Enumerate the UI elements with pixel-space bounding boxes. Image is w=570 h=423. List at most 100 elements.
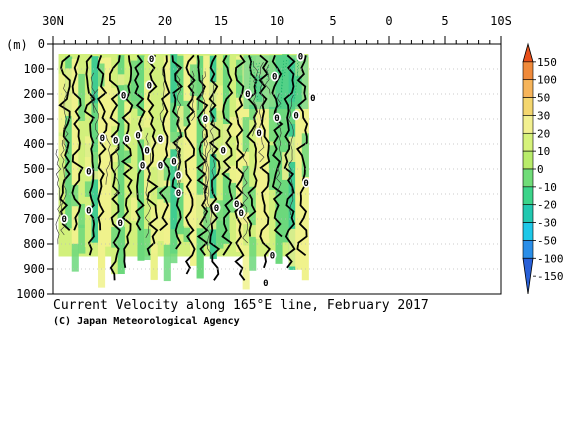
zero-label-bg	[201, 114, 210, 124]
velocity-band	[170, 54, 178, 254]
zero-label-bg	[138, 160, 147, 171]
colorbar-swatch	[522, 222, 534, 241]
zero-label-text: 0	[158, 135, 163, 145]
y-tick-label: 900	[23, 262, 45, 276]
velocity-patch	[183, 198, 191, 227]
velocity-patch	[98, 63, 106, 87]
colorbar-swatch	[522, 168, 534, 188]
zero-label-text: 0	[245, 90, 250, 100]
velocity-patch	[111, 146, 119, 162]
velocity-band	[203, 55, 211, 245]
zero-label-text: 0	[144, 146, 149, 156]
colorbar-label: 150	[537, 56, 557, 69]
velocity-contour-line	[105, 134, 111, 185]
velocity-contour-line	[242, 147, 249, 244]
colorbar-swatch	[522, 240, 534, 259]
velocity-contour-line	[258, 62, 265, 163]
zero-contour-line	[96, 54, 108, 231]
zero-label: 0	[268, 250, 277, 261]
zero-label-bg	[174, 170, 183, 181]
credit-text: (C) Japan Meteorological Agency	[53, 315, 240, 327]
zero-label: 0	[169, 156, 178, 168]
zero-label-bg	[145, 80, 154, 91]
velocity-patch	[242, 117, 250, 152]
zero-label-text: 0	[113, 136, 118, 146]
velocity-patch	[242, 245, 250, 290]
velocity-patch	[104, 60, 112, 85]
zero-label: 0	[138, 160, 147, 171]
chart-title: Current Velocity along 165°E line, Febru…	[53, 298, 429, 313]
colorbar-label: 30	[537, 109, 550, 122]
zero-label: 0	[156, 134, 165, 145]
velocity-patch	[282, 190, 290, 232]
velocity-patch	[216, 220, 224, 249]
colorbar-swatch	[522, 115, 534, 134]
zero-contour-line	[234, 54, 246, 281]
x-axis: 30N 25 20 15 10 5 0 5 10S	[42, 14, 512, 44]
zero-label-bg	[122, 134, 131, 144]
velocity-patch	[98, 240, 106, 288]
zero-label-bg	[98, 132, 107, 143]
zero-label: 0	[201, 114, 210, 125]
colorbar-label: 10	[537, 145, 550, 158]
velocity-patch	[163, 244, 171, 282]
x-tick-label: 10S	[490, 14, 512, 28]
velocity-patch	[71, 94, 79, 122]
zero-label-bg	[147, 54, 156, 64]
colorbar-label: 100	[537, 74, 557, 87]
velocity-patch	[242, 165, 250, 213]
zero-contour-line	[195, 55, 209, 256]
y-tick-label: 200	[23, 87, 45, 101]
velocity-band	[117, 55, 125, 275]
velocity-patch	[229, 116, 237, 137]
velocity-contour-line	[264, 64, 271, 95]
zero-label: 0	[156, 160, 165, 171]
velocity-patch	[288, 228, 296, 267]
velocity-patch	[301, 104, 309, 143]
zero-contour-line	[258, 54, 271, 269]
zero-label-text: 0	[293, 111, 298, 121]
zero-contour-line	[221, 54, 234, 256]
velocity-contour-line	[92, 89, 100, 140]
velocity-patch	[203, 207, 211, 246]
velocity-patch	[163, 185, 171, 203]
y-axis-label: (m)	[6, 38, 28, 52]
colorbar-swatch	[522, 132, 534, 152]
zero-label-bg	[292, 110, 301, 121]
velocity-patch	[216, 85, 224, 111]
velocity-contour-line	[55, 149, 62, 245]
velocity-patch	[157, 199, 165, 242]
y-tick-label: 400	[23, 137, 45, 151]
y-axis: 0 100 200 300 400 500 600 700 800 900 1000	[16, 37, 53, 301]
y-tick-label: 600	[23, 187, 45, 201]
colorbar-top-arrow	[522, 42, 534, 63]
zero-label-text: 0	[147, 81, 152, 91]
zero-label-bg	[243, 89, 252, 99]
zero-label: 0	[111, 135, 120, 146]
zero-label: 0	[270, 71, 279, 83]
zero-label-text: 0	[124, 135, 129, 145]
velocity-patch	[170, 102, 178, 143]
zero-label: 0	[145, 80, 154, 91]
velocity-patch	[150, 244, 158, 281]
velocity-contour-line	[209, 80, 216, 191]
zero-label: 0	[308, 92, 317, 104]
velocity-patch	[78, 224, 86, 254]
velocity-band	[288, 58, 296, 270]
zero-label-bg	[261, 277, 270, 288]
zero-label-text: 0	[176, 171, 181, 181]
velocity-patch	[262, 184, 270, 210]
velocity-patch	[268, 106, 276, 142]
zero-contour-line	[246, 54, 258, 237]
zero-label: 0	[219, 145, 228, 156]
zero-label-bg	[219, 145, 228, 156]
velocity-patch	[130, 197, 138, 222]
colorbar-label: -20	[537, 199, 557, 212]
velocity-contour-line	[252, 61, 259, 137]
y-tick-label: 500	[23, 162, 45, 176]
velocity-patch	[236, 75, 244, 98]
colorbar-label: -30	[537, 217, 557, 230]
velocity-patch	[58, 136, 66, 158]
zero-label: 0	[84, 205, 93, 216]
